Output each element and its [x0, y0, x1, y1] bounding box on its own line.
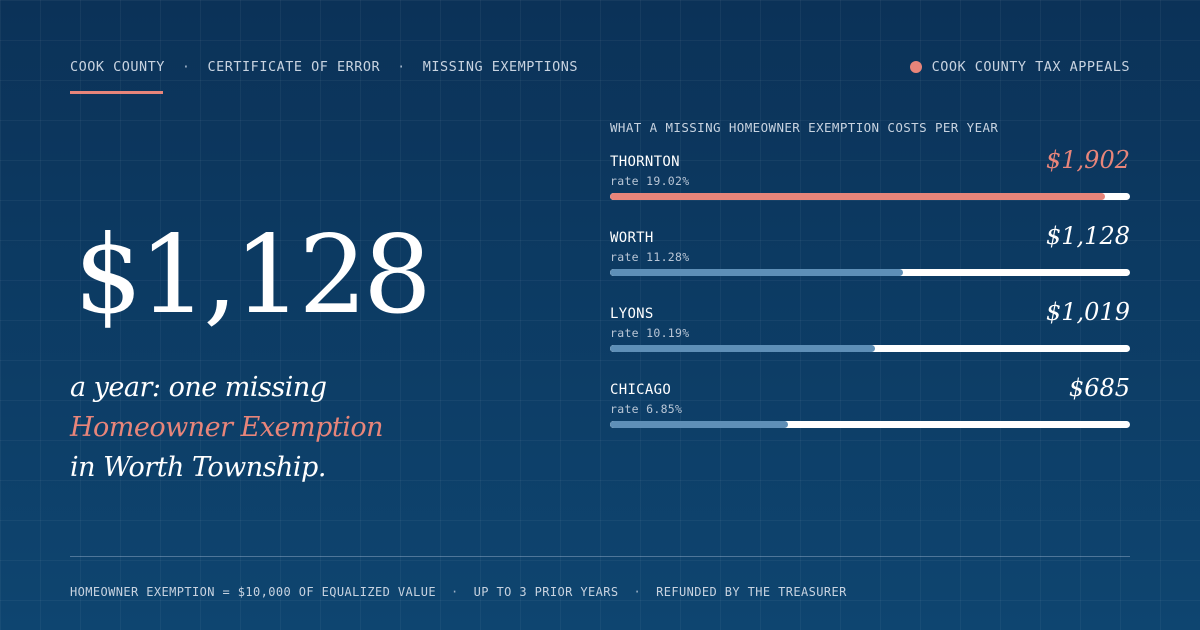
chart-row-thornton: THORNTON rate 19.02% $1,902 — [610, 146, 1130, 214]
category-label: CHICAGO — [610, 382, 672, 398]
category-label: LYONS — [610, 306, 654, 322]
footer-separator: · — [450, 585, 459, 599]
value-label: $1,128 — [1046, 222, 1130, 250]
breadcrumb-item-exemptions[interactable]: MISSING EXEMPTIONS — [422, 59, 579, 75]
breadcrumb-active-underline — [70, 91, 163, 94]
footer-note-exemption: HOMEOWNER EXEMPTION = $10,000 OF EQUALIZ… — [70, 585, 436, 599]
footer-notes: HOMEOWNER EXEMPTION = $10,000 OF EQUALIZ… — [70, 585, 847, 599]
chart-row-worth: WORTH rate 11.28% $1,128 — [610, 222, 1130, 290]
hero-line-2: Homeowner Exemption — [70, 412, 384, 443]
bar-track — [610, 269, 1130, 276]
category-label: THORNTON — [610, 154, 680, 170]
bar-chicago — [610, 421, 788, 428]
category-label: WORTH — [610, 230, 654, 246]
hero-line-3: in Worth Township. — [70, 452, 326, 483]
chart-row-lyons: LYONS rate 10.19% $1,019 — [610, 298, 1130, 366]
bar-track — [610, 421, 1130, 428]
hero-caption: a year: one missing Homeowner Exemption … — [70, 368, 550, 488]
bar-thornton — [610, 193, 1105, 200]
value-label: $1,902 — [1046, 146, 1130, 174]
rate-label: rate 6.85% — [610, 402, 683, 416]
breadcrumb-item-certificate[interactable]: CERTIFICATE OF ERROR — [207, 59, 381, 75]
rate-label: rate 11.28% — [610, 250, 690, 264]
footer-note-refund: REFUNDED BY THE TREASURER — [656, 585, 847, 599]
chart-row-chicago: CHICAGO rate 6.85% $685 — [610, 374, 1130, 442]
hero-amount: $1,128 — [74, 213, 432, 338]
brand-dot-icon — [909, 61, 922, 73]
breadcrumb-separator: · — [397, 59, 406, 75]
footer-divider — [70, 556, 1130, 557]
bar-lyons — [610, 345, 875, 352]
value-label: $1,019 — [1046, 298, 1130, 326]
hero-line-1: a year: one missing — [70, 372, 327, 403]
breadcrumb: COOK COUNTY · CERTIFICATE OF ERROR · MIS… — [70, 59, 578, 75]
footer-separator: · — [633, 585, 642, 599]
breadcrumb-item-county[interactable]: COOK COUNTY — [70, 59, 165, 75]
footer-note-years: UP TO 3 PRIOR YEARS — [473, 585, 619, 599]
bar-track — [610, 345, 1130, 352]
chart-title: WHAT A MISSING HOMEOWNER EXEMPTION COSTS… — [610, 120, 999, 135]
breadcrumb-separator: · — [181, 59, 191, 75]
rate-label: rate 19.02% — [610, 174, 690, 188]
bar-track — [610, 193, 1130, 200]
brand-name: COOK COUNTY TAX APPEALS — [931, 59, 1130, 75]
bar-worth — [610, 269, 903, 276]
brand: COOK COUNTY TAX APPEALS — [909, 59, 1130, 75]
rate-label: rate 10.19% — [610, 326, 690, 340]
value-label: $685 — [1068, 374, 1130, 402]
